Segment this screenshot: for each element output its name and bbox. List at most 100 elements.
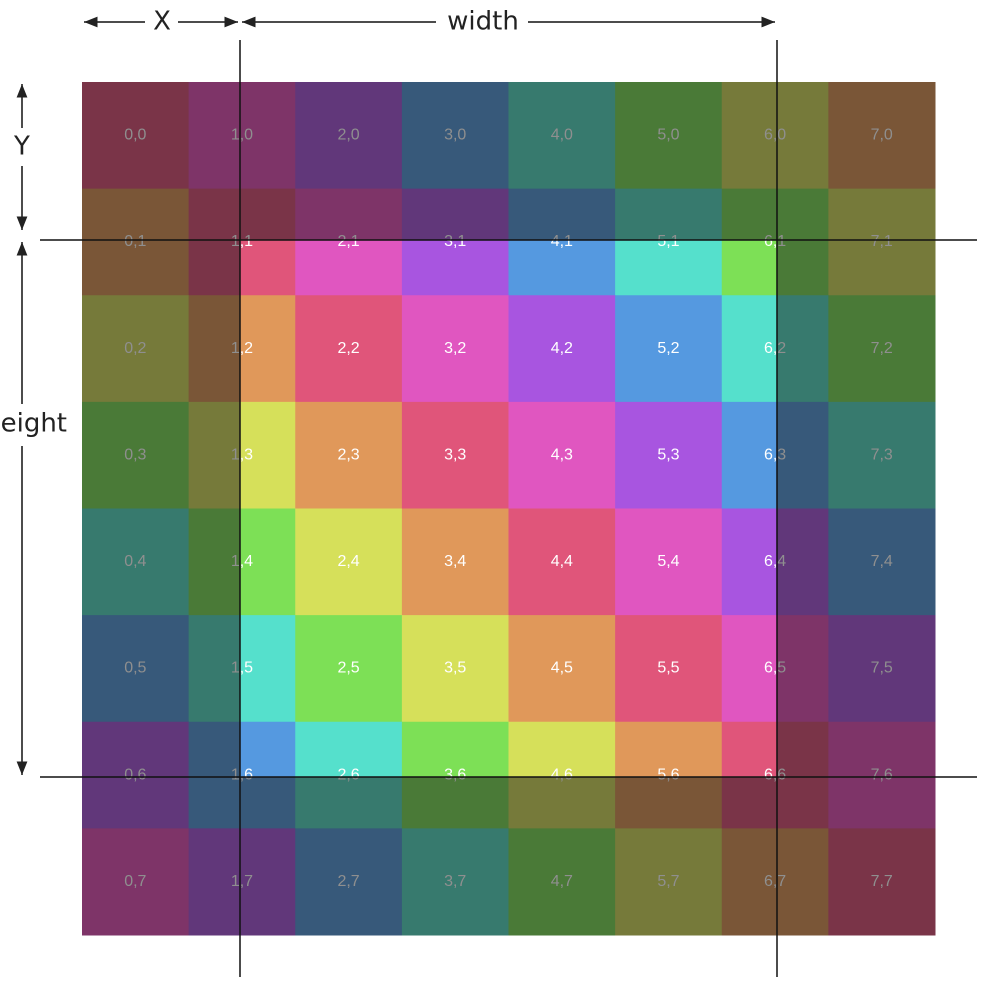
cell-label: 7,2 (871, 340, 893, 357)
cell-label: 3,6 (444, 766, 466, 783)
cell-label: 1,7 (231, 873, 253, 890)
cell-label: 0,0 (124, 127, 146, 144)
cell-highlight (615, 240, 723, 296)
cell-label: 2,0 (337, 127, 359, 144)
cell-label: 4,7 (551, 873, 573, 890)
cell-highlight (401, 240, 509, 296)
cell-label: 1,1 (231, 233, 253, 250)
cell-highlight (401, 508, 509, 616)
cell-highlight (508, 240, 616, 296)
cell-label: 7,3 (871, 446, 893, 463)
crop-region: 0,01,02,03,04,05,06,07,00,11,12,13,14,15… (231, 233, 786, 783)
cell-label: 4,3 (551, 446, 573, 463)
cell (828, 615, 936, 723)
cell-label: 3,0 (444, 127, 466, 144)
cell-label: 5,7 (657, 873, 679, 890)
cell-label: 0,2 (124, 340, 146, 357)
cell (508, 82, 616, 190)
guides: X width Y height (0, 7, 977, 977)
cell-label: 1,5 (231, 660, 253, 677)
cell-highlight (295, 401, 403, 509)
cell-label: 6,1 (764, 233, 786, 250)
cell-label: 4,4 (551, 553, 573, 570)
cell-label: 6,5 (764, 660, 786, 677)
cell-highlight (615, 721, 723, 777)
cell-label: 3,5 (444, 660, 466, 677)
cell-label: 5,0 (657, 127, 679, 144)
cell-label: 1,4 (231, 553, 253, 570)
cell-highlight (615, 508, 723, 616)
cell-label: 5,2 (657, 340, 679, 357)
cell-label: 2,6 (337, 766, 359, 783)
height-label: height (0, 409, 67, 439)
cell-label: 0,1 (124, 233, 146, 250)
cell-label: 4,2 (551, 340, 573, 357)
cell-highlight (295, 615, 403, 723)
cell (828, 508, 936, 616)
cell-label: 4,0 (551, 127, 573, 144)
cell (508, 828, 616, 936)
cell-label: 7,0 (871, 127, 893, 144)
cell-label: 0,7 (124, 873, 146, 890)
cell (615, 82, 723, 190)
cell-label: 3,4 (444, 553, 466, 570)
cell (82, 401, 190, 509)
cell-highlight (721, 508, 777, 616)
cell-highlight (240, 295, 296, 403)
cell-highlight (721, 401, 777, 509)
cell-highlight (721, 721, 777, 777)
cell (828, 721, 936, 829)
cell (721, 828, 829, 936)
cell-label: 2,5 (337, 660, 359, 677)
cell-label: 1,0 (231, 127, 253, 144)
cell-label: 4,6 (551, 766, 573, 783)
cell (82, 295, 190, 403)
cell (295, 82, 403, 190)
cell-highlight (240, 240, 296, 296)
cell-highlight (508, 401, 616, 509)
cell-label: 6,6 (764, 766, 786, 783)
cell-highlight (508, 508, 616, 616)
cell-label: 4,1 (551, 233, 573, 250)
cell (295, 828, 403, 936)
cell (82, 615, 190, 723)
cell-highlight (401, 401, 509, 509)
cell-label: 5,5 (657, 660, 679, 677)
cell (828, 401, 936, 509)
cell-highlight (240, 721, 296, 777)
cell-label: 5,3 (657, 446, 679, 463)
cell-label: 1,3 (231, 446, 253, 463)
cell-label: 4,5 (551, 660, 573, 677)
cell (401, 828, 509, 936)
cell-label: 5,1 (657, 233, 679, 250)
cell-label: 0,6 (124, 766, 146, 783)
cell (401, 82, 509, 190)
cell (82, 82, 190, 190)
cell-label: 7,4 (871, 553, 893, 570)
cell-label: 7,6 (871, 766, 893, 783)
cell-label: 6,3 (764, 446, 786, 463)
cell-label: 2,1 (337, 233, 359, 250)
cell-highlight (508, 295, 616, 403)
cell-highlight (721, 240, 777, 296)
cell (828, 295, 936, 403)
cell-label: 2,2 (337, 340, 359, 357)
cell-label: 1,2 (231, 340, 253, 357)
cell-highlight (721, 295, 777, 403)
cell-highlight (295, 240, 403, 296)
cell (188, 828, 296, 936)
cell-label: 6,2 (764, 340, 786, 357)
cell-highlight (401, 721, 509, 777)
cell-label: 0,5 (124, 660, 146, 677)
cell-highlight (721, 615, 777, 723)
cell-label: 6,7 (764, 873, 786, 890)
cell-label: 7,1 (871, 233, 893, 250)
cell (828, 828, 936, 936)
cell (721, 82, 829, 190)
cell-highlight (295, 295, 403, 403)
cell-label: 2,4 (337, 553, 359, 570)
cell (828, 188, 936, 296)
cell-highlight (508, 721, 616, 777)
x-label: X (153, 7, 171, 37)
